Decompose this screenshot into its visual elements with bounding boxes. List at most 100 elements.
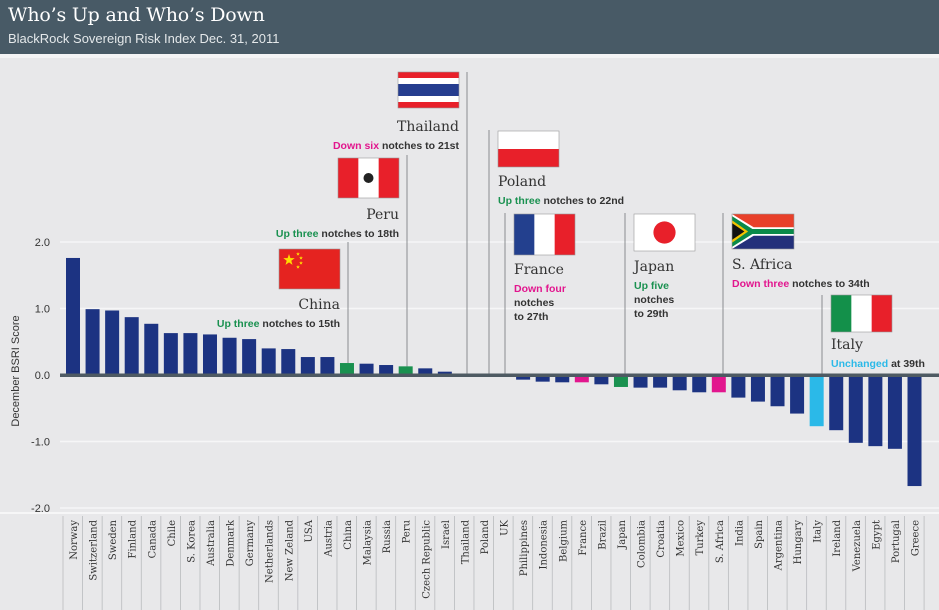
x-tick-label: Netherlands <box>265 520 276 583</box>
bar-germany <box>242 339 257 375</box>
y-tick-label: 1.0 <box>35 304 50 316</box>
x-tick-label: S. Africa <box>715 520 726 563</box>
x-tick-label: Canada <box>147 520 158 558</box>
x-tick-label: Argentina <box>774 520 785 571</box>
bar-china <box>339 363 354 375</box>
bar-philippines <box>516 375 531 380</box>
change-rest: notches <box>514 297 554 309</box>
bar-spain <box>750 375 765 402</box>
annotation-country-name: China <box>298 297 340 313</box>
x-tick-label: S. Korea <box>186 520 197 563</box>
south-africa-flag-icon <box>731 213 795 250</box>
x-tick-label: Mexico <box>676 520 687 557</box>
bar-finland <box>124 317 139 375</box>
x-tick-label: Finland <box>128 519 139 558</box>
bar-turkey <box>692 375 707 393</box>
x-tick-label: Poland <box>480 519 491 554</box>
bar-venezuela <box>848 375 863 443</box>
change-highlight: Up three <box>217 318 260 330</box>
annotation-country-name: Poland <box>498 174 546 190</box>
x-tick-label: Czech Republic <box>421 520 432 599</box>
annotation-peru: Peru Up three notches to 18th <box>276 155 408 367</box>
bar-russia <box>379 365 394 375</box>
change-rest: notches to 18th <box>318 228 399 240</box>
change-rest: notches to 34th <box>789 278 870 290</box>
y-axis: December BSRI Score 2.01.00.0-1.0-2.0 <box>10 237 50 515</box>
change-rest: notches <box>634 294 674 306</box>
x-tick-label: Germany <box>245 520 256 567</box>
x-tick-label: New Zeland <box>284 519 295 581</box>
annotation-country-name: Japan <box>632 259 674 275</box>
annotation-south-africa: S. Africa Down three notches to 34th <box>722 213 870 375</box>
x-tick-label: Colombia <box>637 520 648 568</box>
bar-netherlands <box>261 348 276 375</box>
bar-israel <box>437 371 452 375</box>
x-tick-label: Ireland <box>832 519 843 556</box>
annotation-change-text: Down four <box>514 283 566 295</box>
annotation-change-text: Up five <box>634 280 669 292</box>
change-highlight: Up three <box>276 228 319 240</box>
annotation-country-name: Thailand <box>397 119 459 135</box>
x-tick-label: Chile <box>167 520 178 546</box>
peru-flag-icon <box>337 157 400 199</box>
annotation-change-text: Up three notches to 22nd <box>498 195 624 207</box>
x-tick-label: Portugal <box>891 520 902 563</box>
y-tick-label: 2.0 <box>35 237 50 249</box>
china-flag-icon <box>278 248 341 290</box>
x-tick-label: Brazil <box>597 520 608 550</box>
bar-austria <box>320 357 335 375</box>
change-highlight: Down three <box>732 278 789 290</box>
annotation-country-name: Italy <box>831 337 863 353</box>
x-tick-label: Norway <box>69 520 80 560</box>
bar-mexico <box>672 375 687 391</box>
bar-peru <box>398 366 413 375</box>
x-tick-label: Italy <box>813 520 824 543</box>
annotation-change-text: Up three notches to 18th <box>276 228 399 240</box>
bar-denmark <box>222 337 237 375</box>
bar-chile <box>163 333 178 375</box>
x-tick-label: Belgium <box>558 519 569 562</box>
bar-belgium <box>555 375 570 383</box>
x-tick-label: Greece <box>911 520 922 556</box>
change-rest: to 29th <box>634 308 668 320</box>
annotation-change-text: Up three notches to 15th <box>217 318 340 330</box>
annotation-change-text: Unchanged at 39th <box>831 358 925 370</box>
bar-hungary <box>790 375 805 414</box>
bar-usa <box>300 357 315 375</box>
x-tick-label: China <box>343 520 354 550</box>
x-tick-label: Thailand <box>460 519 471 564</box>
x-tick-label: UK <box>500 519 511 535</box>
x-tick-label: Denmark <box>226 519 237 567</box>
bar-czech-republic <box>418 368 433 375</box>
bars <box>60 257 939 487</box>
bar-croatia <box>653 375 668 388</box>
japan-flag-icon <box>633 213 696 252</box>
bar-ireland <box>829 375 844 431</box>
x-tick-label: Spain <box>754 519 765 548</box>
poland-flag-icon <box>497 130 560 168</box>
x-tick-label: Indonesia <box>539 520 550 570</box>
bar-sweden <box>105 310 120 375</box>
bar-canada <box>144 323 159 375</box>
x-tick-label: Russia <box>382 520 393 553</box>
x-tick-label: Australia <box>206 520 217 567</box>
bar-s-korea <box>183 333 198 375</box>
bar-chart: December BSRI Score 2.01.00.0-1.0-2.0 Ch… <box>0 71 939 610</box>
chart-title: Who’s Up and Who’s Down <box>8 4 265 26</box>
bar-argentina <box>770 375 785 407</box>
annotation-change-text: Down six notches to 21st <box>333 140 460 152</box>
france-flag-icon <box>513 213 576 256</box>
x-tick-label: India <box>734 520 745 546</box>
change-highlight: Up five <box>634 280 669 292</box>
annotation-thailand: Thailand Down six notches to 21st <box>333 71 468 374</box>
change-rest: notches to 21st <box>379 140 459 152</box>
y-tick-label: -1.0 <box>31 437 50 449</box>
annotation-italy: Italy Unchanged at 39th <box>821 294 925 375</box>
zero-baseline <box>60 373 939 377</box>
thailand-flag-icon <box>397 71 460 109</box>
x-tick-label: Israel <box>441 520 452 549</box>
x-tick-label: Austria <box>323 520 334 558</box>
change-highlight: Down four <box>514 283 566 295</box>
x-tick-label: Switzerland <box>89 519 100 580</box>
annotation-country-name: Peru <box>366 207 399 223</box>
